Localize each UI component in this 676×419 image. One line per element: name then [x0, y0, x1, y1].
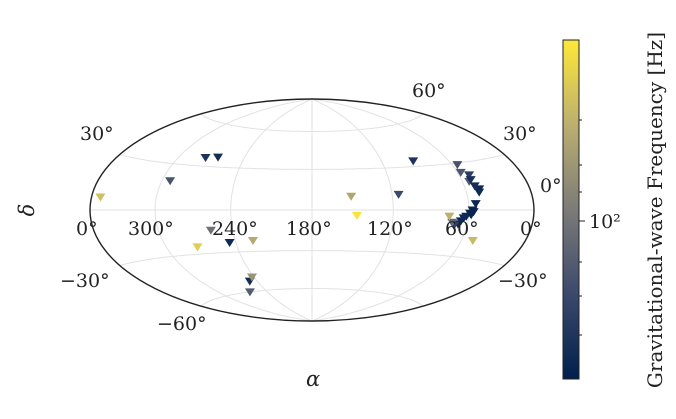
parallel-gridline [119, 154, 505, 170]
data-point [467, 237, 478, 246]
data-point [224, 239, 235, 248]
x-tick-60: 60° [445, 218, 479, 240]
x-tick-180: 180° [286, 218, 332, 240]
data-point [466, 211, 477, 220]
data-point [470, 200, 481, 209]
data-point [192, 243, 203, 252]
x-tick-300: 300° [128, 218, 174, 240]
data-point [408, 157, 419, 166]
data-point [455, 168, 466, 177]
data-point [346, 192, 357, 201]
data-point [447, 218, 458, 227]
map-boundary [89, 98, 535, 322]
colorbar-tick-label: 10² [589, 211, 621, 233]
parallel-gridline [200, 113, 424, 132]
colorbar-label: Gravitational-wave Frequency [Hz] [643, 32, 667, 388]
parallel-gridline [119, 250, 505, 266]
data-point [452, 161, 463, 170]
data-point [474, 188, 485, 197]
data-point [205, 226, 216, 235]
data-point [247, 237, 258, 246]
parallel-gridline [200, 288, 424, 307]
data-point [393, 190, 404, 199]
colorbar [562, 39, 580, 380]
x-tick-240: 240° [212, 218, 258, 240]
data-point [244, 288, 255, 297]
y-tick-30-left: 30° [80, 123, 114, 145]
y-tick-minus30-left: −30° [60, 270, 110, 292]
data-point [444, 212, 455, 221]
y-tick-minus30-right: −30° [498, 270, 548, 292]
x-tick-0-left: 0° [76, 218, 98, 240]
data-point [469, 182, 480, 191]
data-point [165, 177, 176, 186]
data-point [246, 273, 257, 282]
y-tick-60: 60° [412, 80, 446, 102]
points [95, 153, 485, 297]
data-point [213, 153, 224, 162]
x-tick-0-right: 0° [520, 218, 542, 240]
data-point [200, 154, 211, 163]
x-tick-120: 120° [367, 218, 413, 240]
y-tick-30-right: 30° [503, 123, 537, 145]
y-tick-0: 0° [540, 175, 562, 197]
data-point [351, 212, 362, 221]
y-tick-minus60: −60° [157, 313, 207, 335]
data-point [465, 176, 476, 185]
data-point [95, 193, 106, 202]
x-axis-label: α [306, 367, 320, 391]
y-axis-label: δ [15, 204, 39, 217]
data-point [464, 171, 475, 180]
